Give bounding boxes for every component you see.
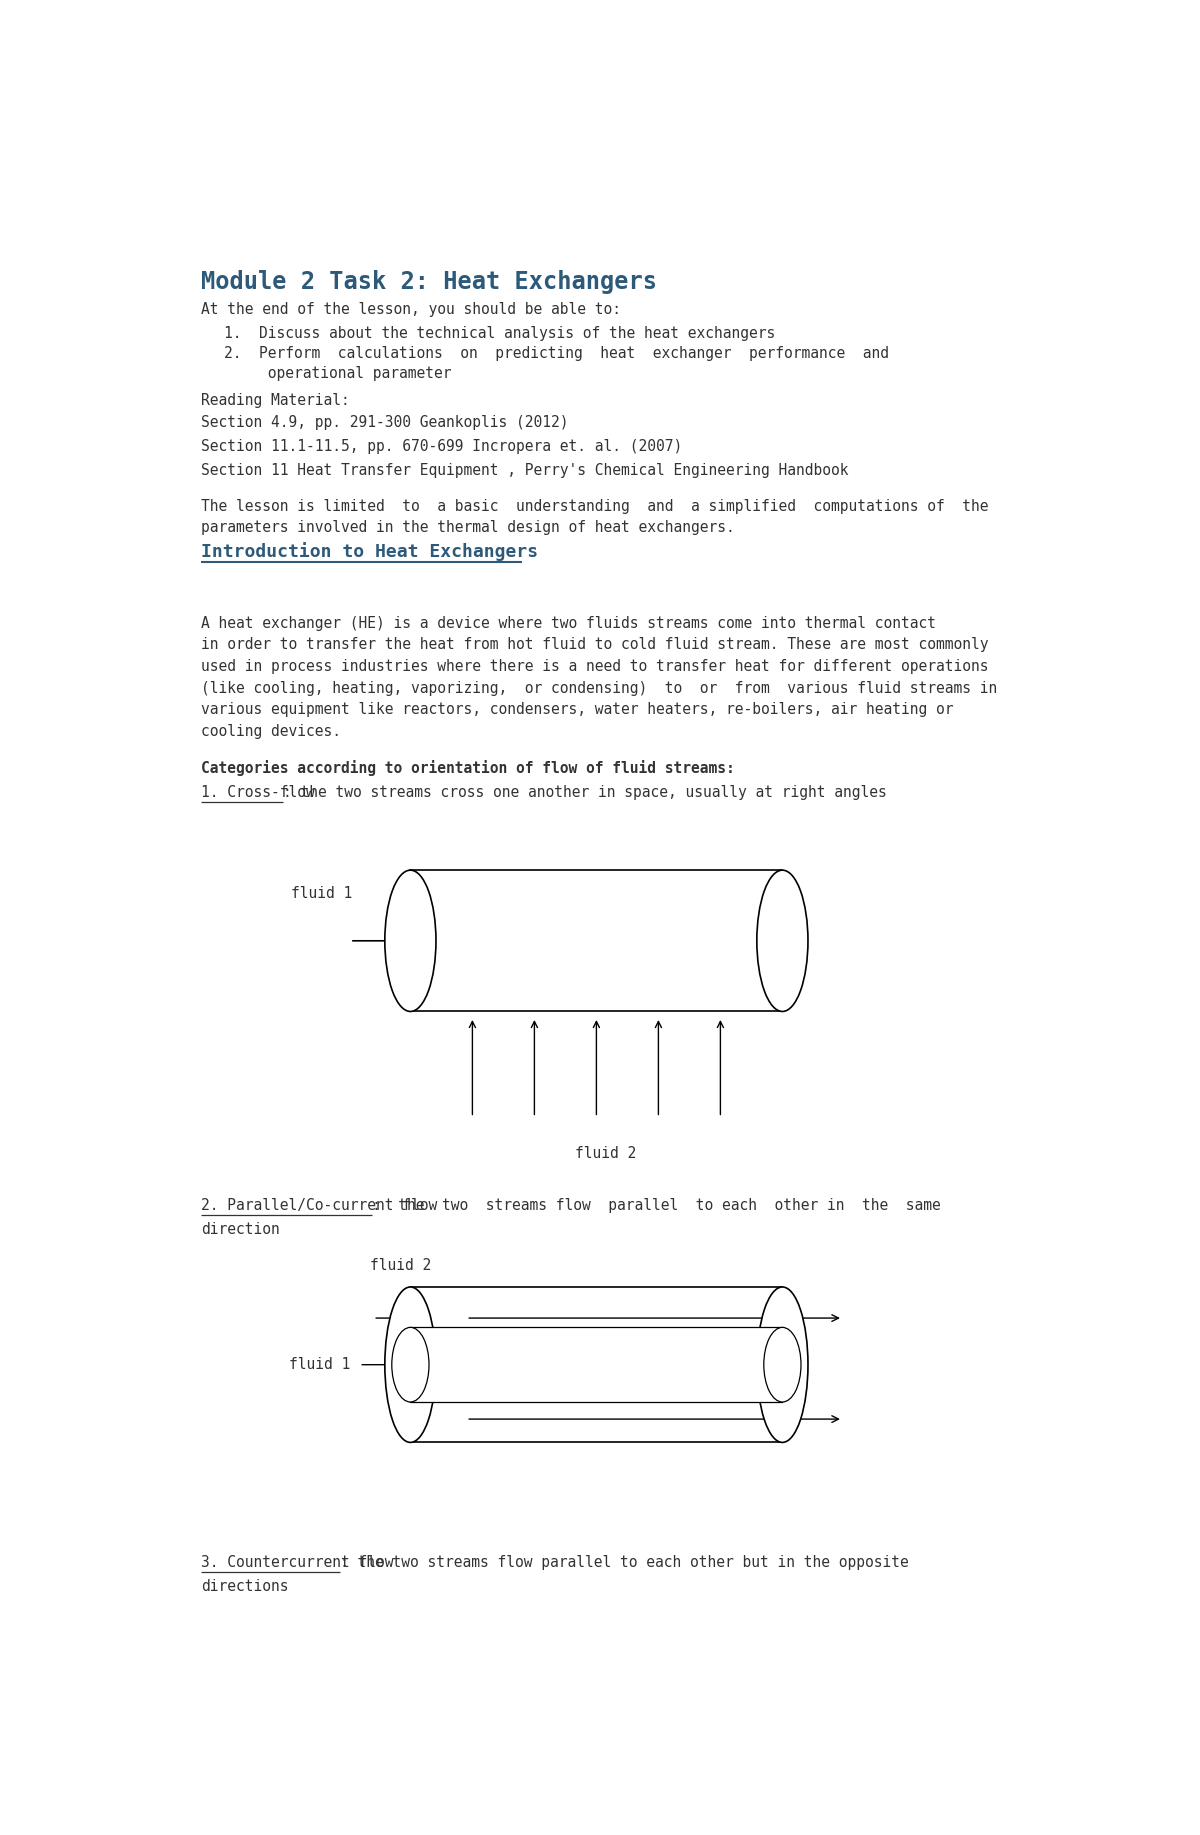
Text: The lesson is limited  to  a basic  understanding  and  a simplified  computatio: The lesson is limited to a basic underst… xyxy=(202,499,989,536)
Text: : the two streams flow parallel to each other but in the opposite: : the two streams flow parallel to each … xyxy=(341,1556,910,1571)
Text: 1. Cross-flow: 1. Cross-flow xyxy=(202,785,314,800)
Text: Section 11.1-11.5, pp. 670-699 Incropera et. al. (2007): Section 11.1-11.5, pp. 670-699 Incropera… xyxy=(202,439,683,455)
Text: fluid 1: fluid 1 xyxy=(292,886,353,901)
Text: operational parameter: operational parameter xyxy=(224,365,452,380)
Bar xyxy=(410,1286,782,1442)
Ellipse shape xyxy=(385,1286,436,1442)
Text: At the end of the lesson, you should be able to:: At the end of the lesson, you should be … xyxy=(202,303,622,317)
Text: directions: directions xyxy=(202,1580,289,1595)
Text: 2.  Perform  calculations  on  predicting  heat  exchanger  performance  and: 2. Perform calculations on predicting he… xyxy=(224,347,889,361)
Bar xyxy=(410,870,782,1011)
Ellipse shape xyxy=(763,1327,802,1402)
Text: Reading Material:: Reading Material: xyxy=(202,393,350,407)
Text: A heat exchanger (HE) is a device where two fluids streams come into thermal con: A heat exchanger (HE) is a device where … xyxy=(202,617,997,740)
Text: Section 4.9, pp. 291-300 Geankoplis (2012): Section 4.9, pp. 291-300 Geankoplis (201… xyxy=(202,415,569,429)
Text: Categories according to orientation of flow of fluid streams:: Categories according to orientation of f… xyxy=(202,760,734,776)
Ellipse shape xyxy=(757,870,808,1011)
Ellipse shape xyxy=(391,1327,430,1402)
Text: 1.  Discuss about the technical analysis of the heat exchangers: 1. Discuss about the technical analysis … xyxy=(224,327,775,341)
Ellipse shape xyxy=(385,870,436,1011)
Text: fluid 2: fluid 2 xyxy=(575,1145,636,1162)
Text: 2. Parallel/Co-current flow: 2. Parallel/Co-current flow xyxy=(202,1198,437,1213)
Text: fluid 2: fluid 2 xyxy=(371,1257,432,1273)
Ellipse shape xyxy=(757,1286,808,1442)
Text: 3. Countercurrent flow: 3. Countercurrent flow xyxy=(202,1556,394,1571)
Text: :  the  two  streams flow  parallel  to each  other in  the  same: : the two streams flow parallel to each … xyxy=(372,1198,941,1213)
Text: Introduction to Heat Exchangers: Introduction to Heat Exchangers xyxy=(202,543,539,562)
Text: Module 2 Task 2: Heat Exchangers: Module 2 Task 2: Heat Exchangers xyxy=(202,270,658,294)
Text: direction: direction xyxy=(202,1222,280,1237)
Text: : the two streams cross one another in space, usually at right angles: : the two streams cross one another in s… xyxy=(283,785,887,800)
Bar xyxy=(410,1327,782,1402)
Text: Section 11 Heat Transfer Equipment , Perry's Chemical Engineering Handbook: Section 11 Heat Transfer Equipment , Per… xyxy=(202,462,848,479)
Text: fluid 1: fluid 1 xyxy=(289,1358,350,1373)
